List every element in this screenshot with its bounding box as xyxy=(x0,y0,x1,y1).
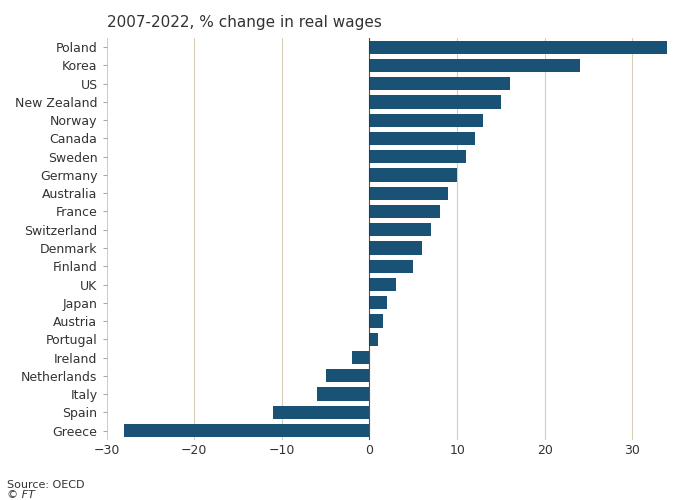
Bar xyxy=(370,314,383,328)
Bar xyxy=(370,59,580,72)
Bar xyxy=(370,40,668,54)
Bar xyxy=(124,424,370,437)
Bar xyxy=(370,332,378,346)
Bar xyxy=(370,96,501,108)
Bar xyxy=(326,369,370,382)
Bar xyxy=(273,406,370,419)
Bar xyxy=(370,260,413,273)
Bar xyxy=(370,278,395,291)
Bar xyxy=(370,242,422,254)
Bar xyxy=(370,77,510,90)
Bar xyxy=(370,205,440,218)
Bar xyxy=(370,132,475,145)
Bar xyxy=(370,168,457,181)
Bar xyxy=(317,388,370,400)
Text: © FT: © FT xyxy=(7,490,35,500)
Bar xyxy=(352,351,370,364)
Text: Source: OECD: Source: OECD xyxy=(7,480,85,490)
Bar xyxy=(370,223,430,236)
Bar xyxy=(370,150,466,164)
Text: 2007-2022, % change in real wages: 2007-2022, % change in real wages xyxy=(106,15,382,30)
Bar xyxy=(370,186,449,200)
Bar xyxy=(370,296,387,310)
Bar xyxy=(370,114,484,127)
